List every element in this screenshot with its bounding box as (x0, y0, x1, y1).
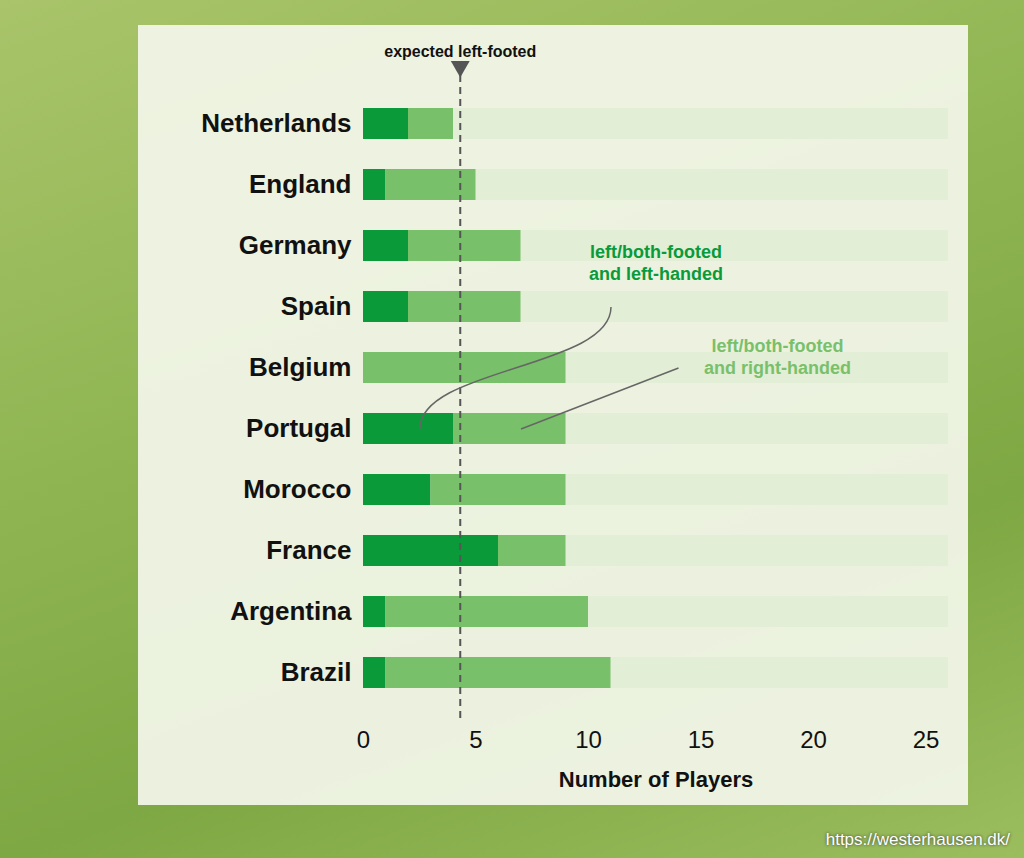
svg-text:France: France (266, 535, 351, 565)
svg-text:15: 15 (688, 726, 715, 753)
svg-text:Argentina: Argentina (230, 596, 352, 626)
svg-text:Brazil: Brazil (281, 657, 352, 687)
svg-text:left/both-footedand left-hande: left/both-footedand left-handed (589, 242, 723, 285)
svg-text:0: 0 (357, 726, 370, 753)
svg-text:Portugal: Portugal (246, 413, 351, 443)
svg-text:Germany: Germany (239, 230, 352, 260)
svg-text:Spain: Spain (281, 291, 352, 321)
svg-text:25: 25 (913, 726, 940, 753)
svg-text:England: England (249, 169, 352, 199)
svg-text:Number of Players: Number of Players (559, 767, 753, 792)
svg-text:left/both-footedand right-hand: left/both-footedand right-handed (704, 336, 851, 379)
svg-text:Netherlands: Netherlands (201, 108, 351, 138)
svg-text:Belgium: Belgium (249, 352, 352, 382)
svg-text:Morocco: Morocco (243, 474, 351, 504)
svg-text:5: 5 (469, 726, 482, 753)
svg-text:10: 10 (575, 726, 602, 753)
html-text:https://westerhausen.dk/: https://westerhausen.dk/ (825, 830, 1010, 849)
svg-text:20: 20 (800, 726, 827, 753)
svg-text:expected left-footed: expected left-footed (384, 43, 536, 60)
